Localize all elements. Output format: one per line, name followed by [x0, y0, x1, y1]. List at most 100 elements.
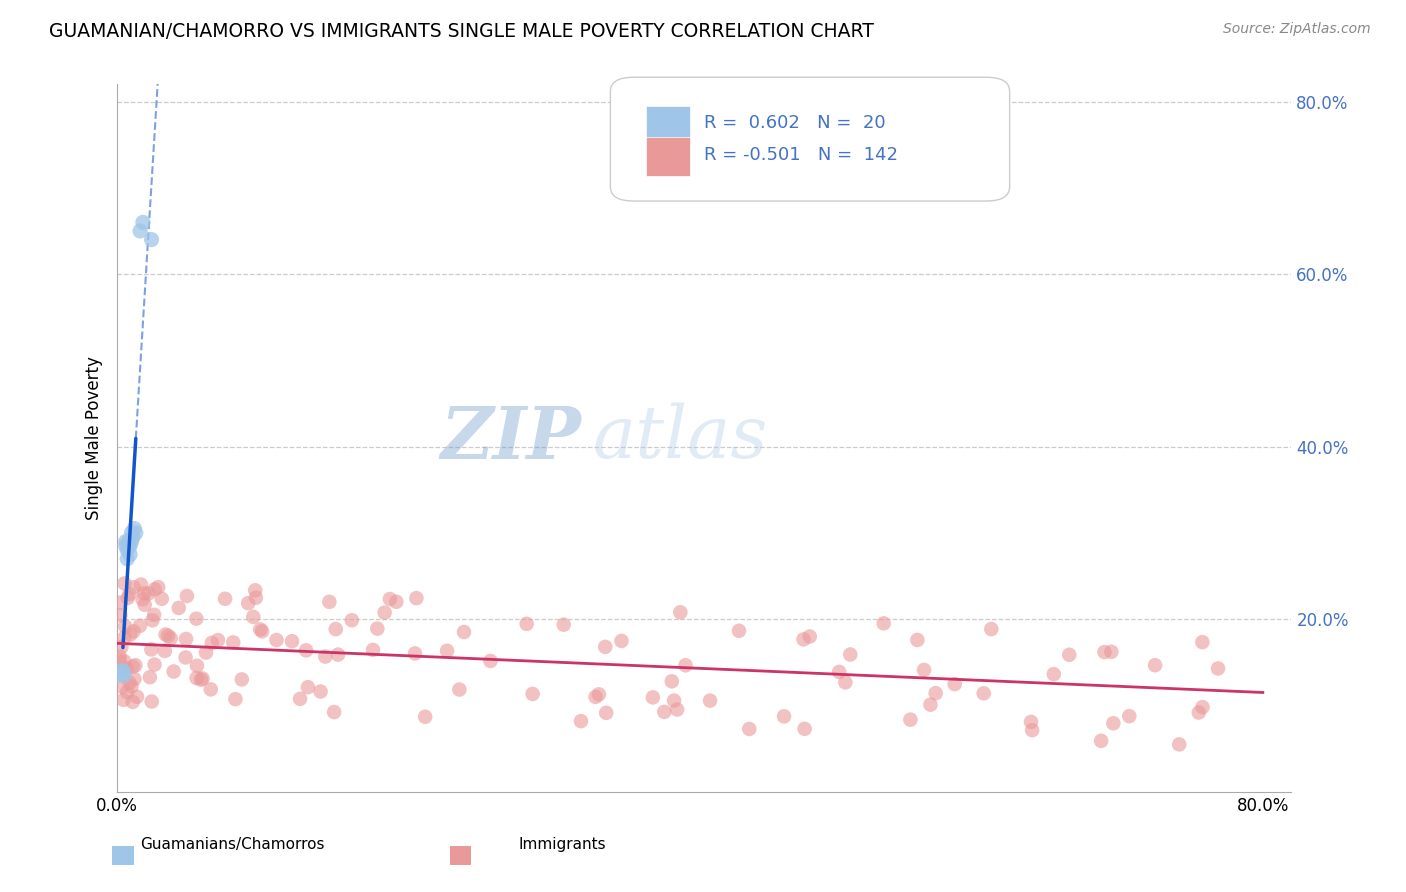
Point [115, 551, 138, 566]
Point [309, 684, 332, 698]
Point [828, 665, 851, 679]
Point [834, 675, 856, 690]
Point [114, 576, 136, 591]
Point [553, 617, 575, 632]
Point [250, 624, 273, 639]
Point [120, 548, 142, 562]
Point [610, 634, 633, 648]
Point [1099, 645, 1122, 659]
Point [150, 591, 173, 606]
Point [245, 583, 267, 598]
Point [516, 616, 538, 631]
Point [449, 682, 471, 697]
Point [200, 682, 222, 697]
Point [174, 650, 197, 665]
Point [115, 661, 138, 675]
Point [124, 658, 146, 673]
Point [793, 722, 815, 736]
Point [1094, 645, 1116, 659]
Point [666, 702, 689, 716]
Point [159, 631, 181, 645]
Point [924, 686, 946, 700]
Point [157, 629, 180, 643]
Point [115, 685, 138, 699]
Point [453, 625, 475, 640]
Point [111, 664, 134, 678]
Point [297, 680, 319, 694]
Text: ZIP: ZIP [440, 402, 581, 474]
Point [122, 580, 145, 594]
Point [1191, 635, 1213, 649]
Point [143, 607, 166, 622]
Point [920, 698, 942, 712]
Point [288, 691, 311, 706]
Point [125, 525, 148, 540]
Point [117, 539, 139, 553]
Point [295, 643, 318, 657]
Point [112, 668, 135, 682]
Point [1102, 716, 1125, 731]
Point [124, 672, 146, 686]
Point [195, 646, 218, 660]
Point [898, 713, 921, 727]
Point [110, 664, 132, 678]
Point [111, 680, 134, 694]
Point [201, 636, 224, 650]
Point [242, 610, 264, 624]
Point [122, 659, 145, 673]
Point [112, 654, 135, 668]
Point [799, 630, 821, 644]
Point [385, 595, 408, 609]
Point [141, 233, 163, 247]
Point [873, 616, 896, 631]
Point [1168, 738, 1191, 752]
Text: R =  0.602   N =  20: R = 0.602 N = 20 [704, 114, 886, 132]
Point [669, 605, 692, 619]
Point [699, 693, 721, 707]
Point [1057, 648, 1080, 662]
Point [120, 539, 142, 553]
Point [132, 215, 155, 229]
Point [1206, 661, 1229, 675]
Point [114, 539, 136, 553]
Point [138, 586, 160, 600]
Point [249, 623, 271, 637]
Point [122, 624, 145, 639]
Point [108, 596, 131, 610]
Point [641, 690, 664, 705]
Point [141, 613, 163, 627]
Point [905, 632, 928, 647]
Point [121, 525, 143, 540]
Point [207, 633, 229, 648]
Point [1019, 714, 1042, 729]
Point [110, 608, 132, 623]
Point [973, 686, 995, 700]
Point [405, 591, 427, 606]
Point [479, 654, 502, 668]
Point [120, 627, 142, 641]
Point [281, 634, 304, 648]
Point [141, 642, 163, 657]
Point [122, 530, 145, 544]
Point [176, 589, 198, 603]
Point [121, 695, 143, 709]
Point [728, 624, 751, 638]
Point [1042, 667, 1064, 681]
Point [404, 647, 426, 661]
Point [318, 595, 340, 609]
Point [593, 640, 616, 654]
Text: R = -0.501   N =  142: R = -0.501 N = 142 [704, 146, 898, 164]
Point [1090, 734, 1112, 748]
Bar [645, 137, 690, 177]
Point [522, 687, 544, 701]
Point [1144, 658, 1167, 673]
Point [839, 648, 862, 662]
Bar [645, 105, 690, 145]
Point [125, 690, 148, 704]
Point [118, 675, 141, 690]
Point [1021, 723, 1043, 738]
Text: atlas: atlas [593, 403, 768, 474]
Point [323, 705, 346, 719]
Point [118, 587, 141, 601]
Point [361, 643, 384, 657]
